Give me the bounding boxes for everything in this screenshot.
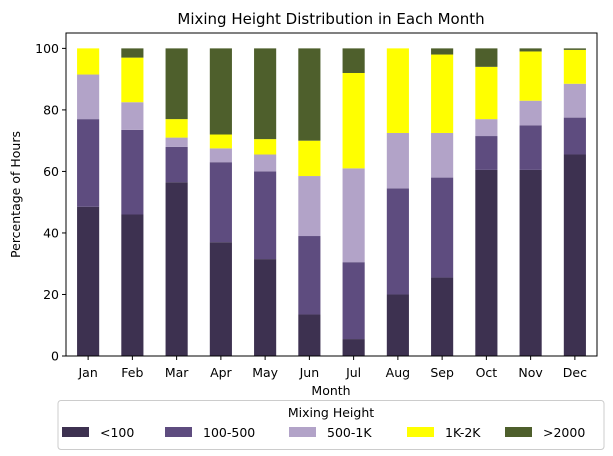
bar-segment-jun-3 [298,140,321,177]
legend-swatch [165,427,192,437]
bar-segment-jul-0 [342,339,365,356]
bar-segment-mar-2 [165,137,188,147]
y-axis: 0 20 40 60 80 100 [35,41,66,364]
bar-segment-feb-0 [121,214,144,356]
bar-segment-aug-3 [386,48,409,133]
bar-segment-oct-1 [475,136,498,170]
bar-segment-mar-4 [165,48,188,120]
legend-entry: 100-500 [203,425,255,440]
legend-swatch [289,427,316,437]
bar-segment-jul-1 [342,262,365,340]
x-tick-label: Jul [345,365,361,380]
bar-segment-feb-4 [121,48,144,58]
bar-segment-jul-4 [342,48,365,73]
bar-segment-jun-0 [298,314,321,356]
bar-segment-oct-2 [475,119,498,137]
bar-segment-may-3 [254,139,277,155]
x-tick-label: Aug [386,365,410,380]
bar-segment-apr-3 [209,134,232,149]
plot-frame [65,32,598,357]
x-tick-label: Apr [210,365,232,380]
bar-segment-may-1 [254,171,277,260]
legend-swatch [505,427,532,437]
bar-segment-aug-1 [386,188,409,295]
x-tick-label: Nov [518,365,543,380]
bar-segment-dec-3 [563,49,586,84]
x-tick-label: Jan [77,365,97,380]
bar-segment-jul-2 [342,168,365,263]
bar-segment-may-0 [254,259,277,356]
bar-segment-feb-2 [121,102,144,130]
chart-title: Mixing Height Distribution in Each Month [177,10,484,28]
bar-segment-dec-0 [563,154,586,356]
bar-segment-aug-2 [386,132,409,189]
x-tick-label: Sep [430,365,454,380]
bar-segment-jul-3 [342,72,365,169]
bar-segment-apr-4 [209,48,232,135]
x-tick-label: Mar [165,365,189,380]
bar-segment-oct-3 [475,66,498,120]
bar-segment-sep-0 [431,277,454,356]
bar-segment-feb-3 [121,57,144,103]
x-axis-label: Month [311,383,350,398]
bar-segment-aug-0 [386,294,409,356]
bar-segment-oct-0 [475,169,498,356]
bar-segment-mar-3 [165,119,188,138]
legend-entry: <100 [100,425,134,440]
bar-segment-nov-4 [519,48,542,52]
y-tick-label: 100 [35,41,59,56]
bar-segment-apr-0 [209,242,232,356]
bar-segment-may-2 [254,154,277,172]
y-axis-label: Percentage of Hours [8,131,23,258]
x-tick-label: Feb [121,365,143,380]
x-tick-label: Oct [476,365,498,380]
bar-segment-jan-3 [77,48,100,75]
bar-segment-apr-2 [209,148,232,163]
bar-segment-sep-1 [431,177,454,278]
legend: Mixing Height <100 100-500 500-1K 1K-2K >200… [57,400,605,450]
x-tick-label: May [252,365,278,380]
bar-segment-jan-2 [77,74,100,120]
bar-segment-dec-4 [563,48,586,50]
legend-items: <100 100-500 500-1K 1K-2K >2000 [62,425,585,440]
bar-segment-mar-0 [165,182,188,356]
x-axis: Jan Feb Mar Apr May Jun Jul Aug Sep Oct Nov Dec [77,356,587,380]
bar-segment-may-4 [254,48,277,140]
bar-segment-sep-3 [431,54,454,133]
legend-swatch [62,427,89,437]
legend-entry: >2000 [543,425,585,440]
bar-segment-dec-1 [563,117,586,155]
x-tick-label: Jun [299,365,320,380]
bar-segment-jan-1 [77,119,100,207]
bar-segment-dec-2 [563,83,586,118]
y-tick-label: 0 [51,349,59,364]
y-tick-label: 60 [43,164,59,179]
bar-segment-nov-3 [519,51,542,101]
x-tick-label: Dec [563,365,587,380]
bar-segment-sep-4 [431,48,454,55]
plot-area [77,48,586,356]
bar-segment-jun-4 [298,48,321,141]
legend-swatch [407,427,434,437]
bar-segment-apr-1 [209,162,232,243]
bar-segment-nov-0 [519,169,542,356]
bar-segment-sep-2 [431,132,454,178]
bar-segment-jan-0 [77,206,100,356]
y-tick-label: 20 [43,287,59,302]
legend-entry: 500-1K [327,425,372,440]
legend-frame [57,400,605,450]
bar-segment-nov-2 [519,100,542,126]
legend-title: Mixing Height [288,405,374,420]
y-tick-label: 80 [43,102,59,117]
bar-segment-feb-1 [121,129,144,215]
bar-segment-jun-2 [298,176,321,237]
legend-entry: 1K-2K [445,425,481,440]
bar-segment-jun-1 [298,236,321,315]
bar-segment-nov-1 [519,125,542,170]
y-tick-label: 40 [43,225,59,240]
bar-segment-mar-1 [165,146,188,183]
bar-segment-oct-4 [475,48,498,67]
